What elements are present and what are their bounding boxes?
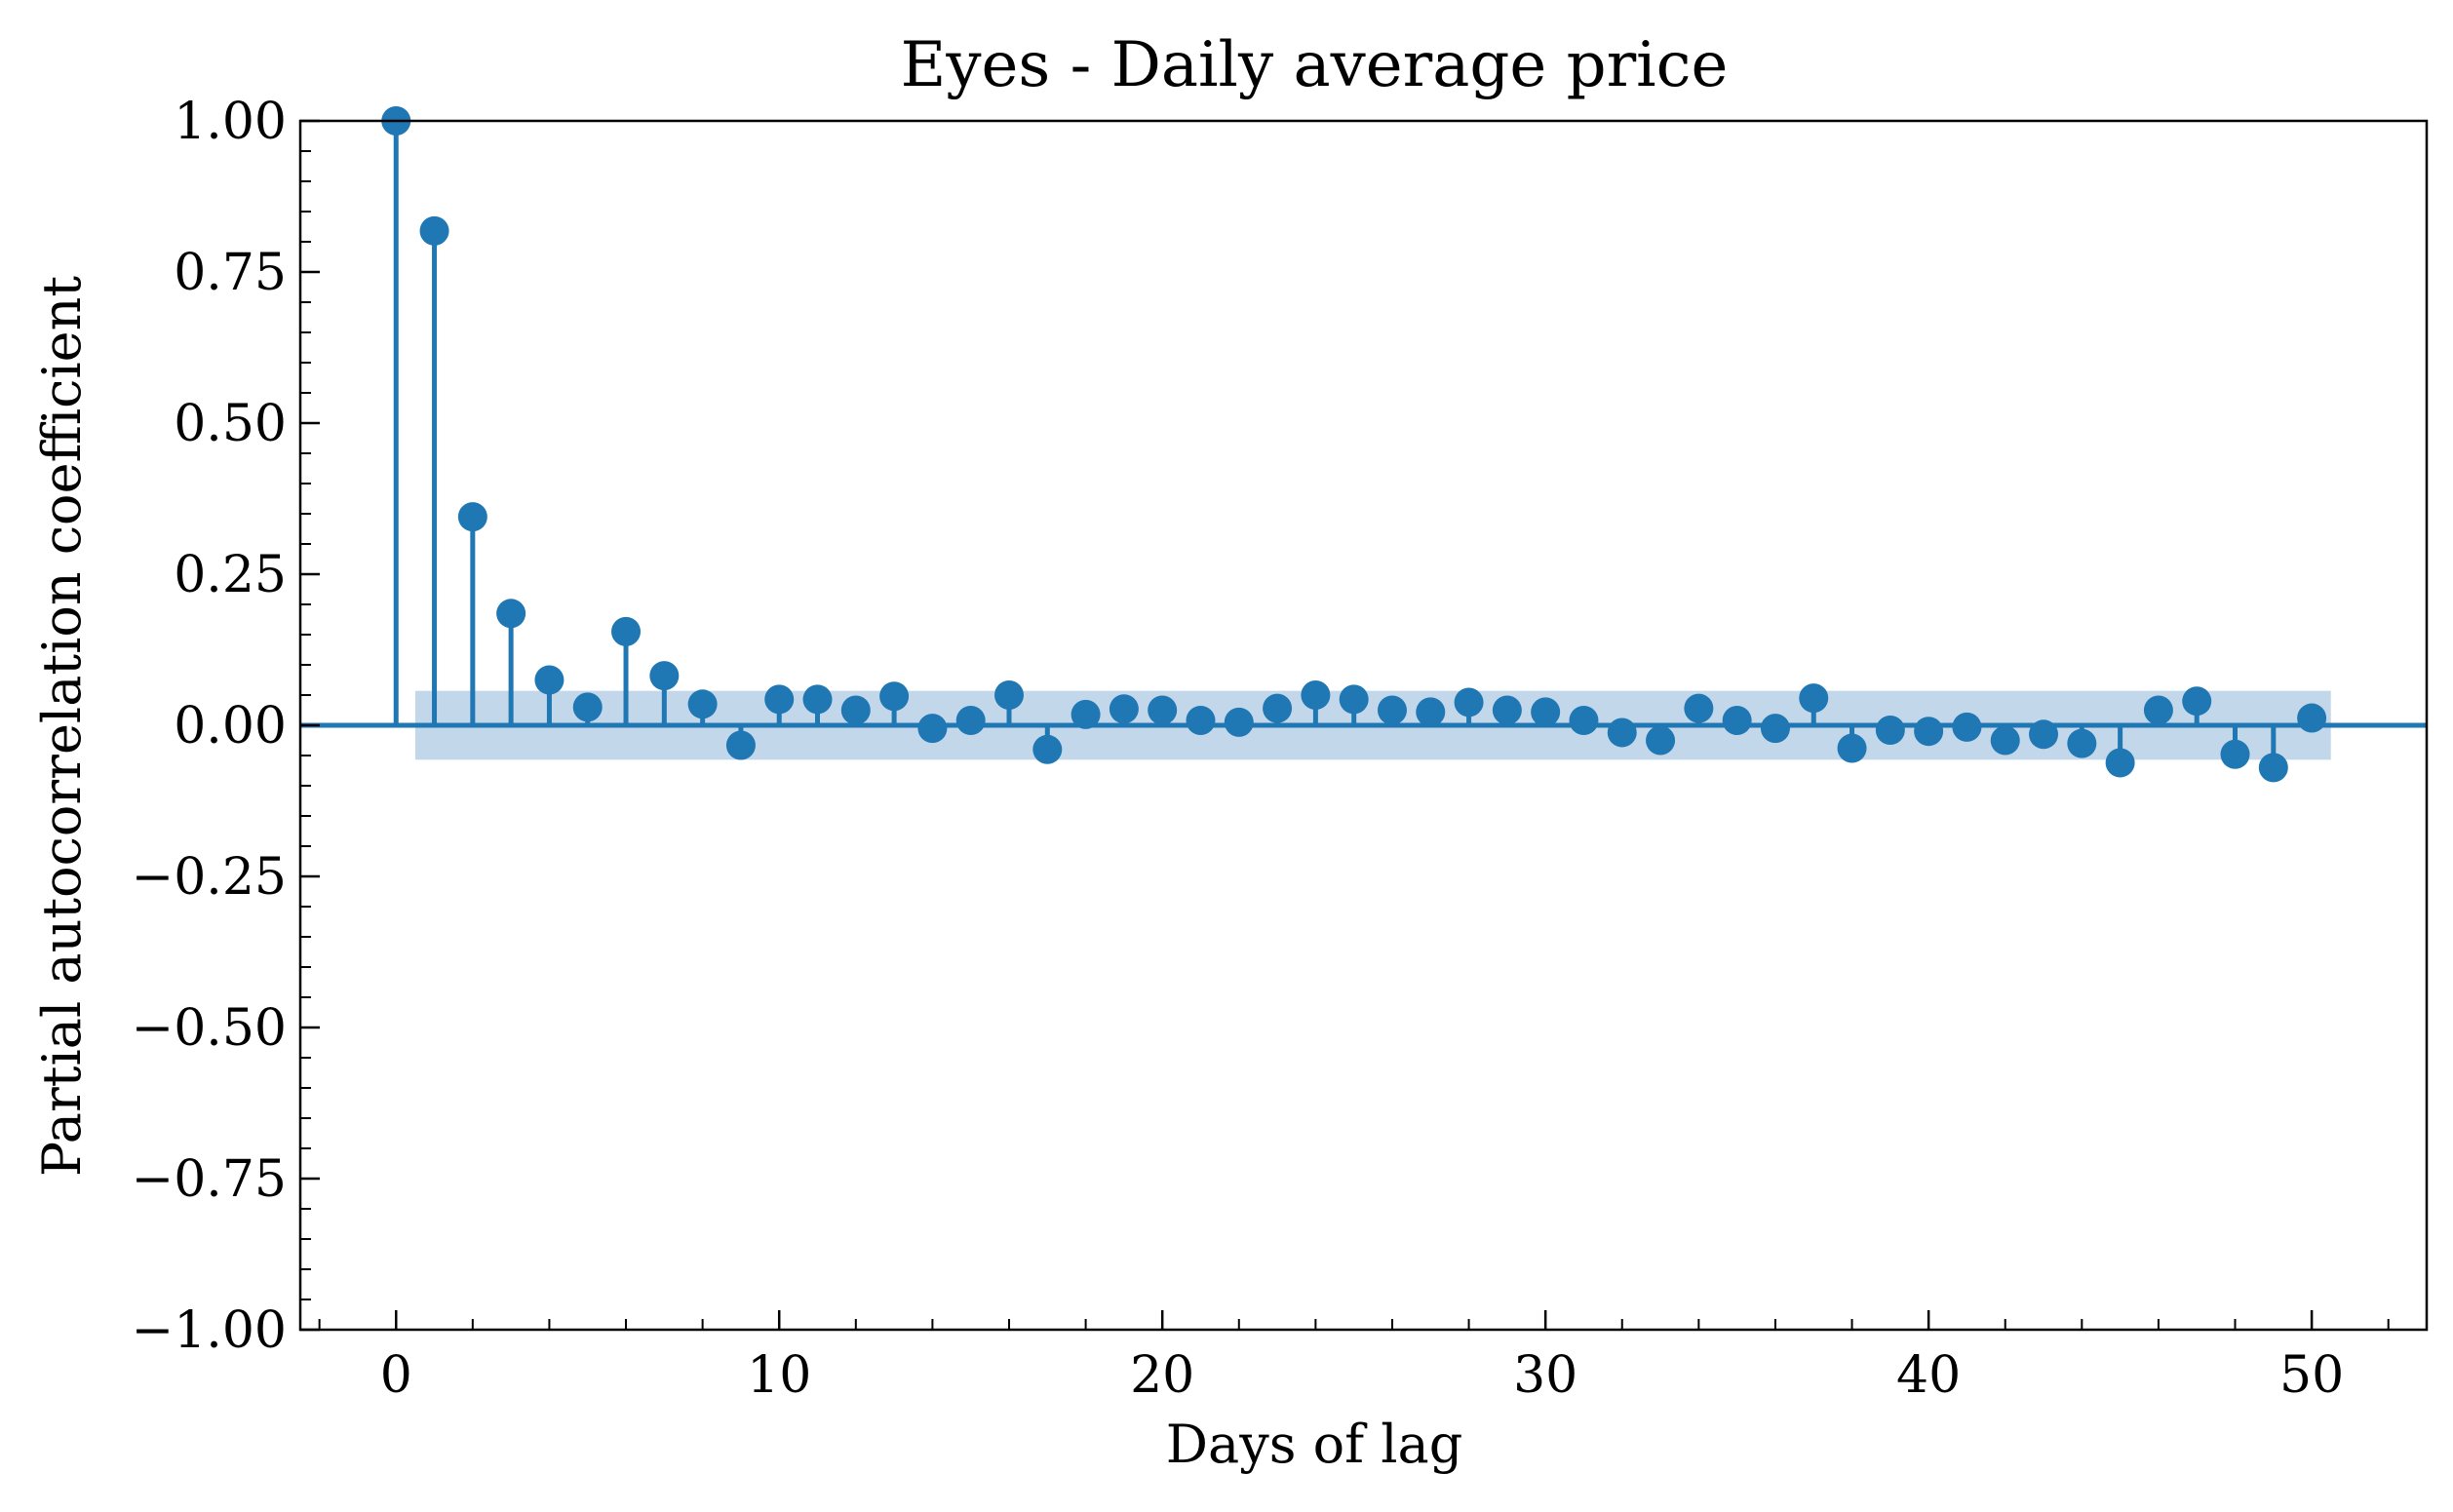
marker-lag-28	[1454, 687, 1484, 717]
marker-lag-50	[2297, 703, 2327, 733]
tick-labels-layer: 1.00 0.75 0.50 0.25 0.00 −0.25 −0.50 −0.75 −1.00…	[132, 93, 2345, 1405]
x-tick-label: 10	[747, 1346, 811, 1405]
x-axis-label: Days of lag	[1166, 1414, 1463, 1475]
marker-lag-20	[1148, 695, 1178, 725]
marker-lag-22	[1224, 707, 1254, 737]
x-tick-label: 20	[1130, 1346, 1194, 1405]
marker-lag-32	[1607, 717, 1637, 748]
y-tick-label: 0.75	[174, 244, 287, 302]
marker-lag-38	[1837, 733, 1867, 763]
marker-lag-23	[1263, 693, 1293, 723]
marker-lag-35	[1722, 706, 1752, 736]
y-tick-label: −0.25	[132, 848, 287, 907]
marker-lag-10	[764, 684, 795, 715]
marker-lag-7	[649, 661, 680, 691]
marker-lag-9	[725, 730, 756, 760]
marker-lag-36	[1760, 714, 1790, 744]
x-tick-label: 50	[2279, 1346, 2344, 1405]
x-tick-label: 0	[380, 1346, 412, 1405]
marker-lag-45	[2105, 748, 2135, 778]
marker-lag-2	[457, 502, 487, 532]
y-tick-label: 1.00	[174, 93, 287, 151]
marker-lag-34	[1684, 693, 1714, 723]
marker-lag-21	[1186, 706, 1216, 736]
y-tick-label: 0.50	[174, 395, 287, 453]
chart-title: Eyes - Daily average price	[901, 29, 1729, 101]
marker-lag-44	[2067, 728, 2097, 758]
marker-lag-15	[955, 706, 986, 736]
marker-lag-46	[2143, 695, 2173, 725]
y-tick-label: −0.75	[132, 1150, 287, 1209]
marker-lag-27	[1416, 697, 1446, 727]
marker-lag-41	[1952, 712, 1982, 742]
marker-lag-43	[2029, 719, 2059, 750]
ticks-layer	[300, 119, 2390, 1332]
marker-lag-47	[2182, 686, 2212, 717]
marker-lag-26	[1377, 695, 1407, 725]
y-tick-label: 0.25	[174, 546, 287, 604]
marker-lag-3	[496, 599, 526, 629]
x-tick-label: 40	[1896, 1346, 1961, 1405]
marker-lag-13	[879, 681, 910, 712]
x-tick-label: 30	[1513, 1346, 1577, 1405]
marker-lag-37	[1799, 683, 1829, 714]
marker-lag-18	[1071, 699, 1101, 729]
y-tick-label: −1.00	[132, 1301, 287, 1360]
marker-lag-4	[534, 665, 565, 695]
marker-lag-24	[1301, 680, 1331, 710]
marker-lag-48	[2220, 739, 2250, 769]
marker-lag-31	[1569, 706, 1599, 736]
marker-lag-14	[917, 714, 948, 744]
marker-lag-1	[419, 215, 449, 246]
y-tick-label: −0.50	[132, 999, 287, 1058]
marker-lag-8	[687, 689, 718, 719]
marker-lag-5	[572, 692, 603, 722]
marker-lag-30	[1531, 697, 1561, 727]
marker-lag-6	[611, 616, 642, 646]
markers-layer	[381, 106, 2327, 783]
marker-lag-33	[1646, 725, 1676, 756]
marker-lag-42	[1990, 725, 2020, 756]
marker-lag-17	[1032, 734, 1063, 764]
marker-lag-16	[994, 680, 1024, 710]
marker-lag-12	[840, 695, 871, 725]
y-tick-label: 0.00	[174, 697, 287, 756]
marker-lag-49	[2258, 753, 2288, 783]
marker-lag-19	[1109, 694, 1139, 724]
marker-lag-39	[1875, 715, 1905, 745]
marker-lag-11	[802, 684, 833, 715]
marker-lag-40	[1914, 717, 1944, 747]
marker-lag-29	[1492, 695, 1522, 725]
stems-layer	[393, 121, 2315, 768]
marker-lag-25	[1339, 684, 1369, 715]
y-axis-label: Partial autocorrelation coefficient	[31, 276, 93, 1178]
